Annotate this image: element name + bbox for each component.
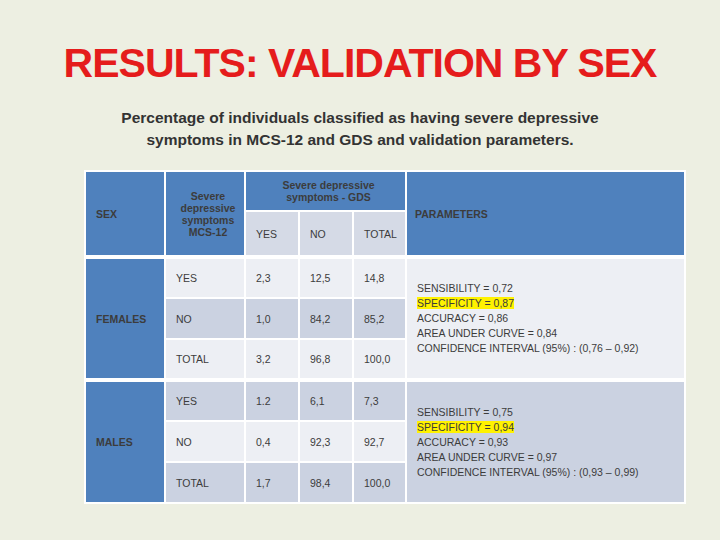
value-cell-total: 85,2	[353, 298, 406, 339]
results-table-container: SEX Severe depressive symptoms MCS-12 Se…	[84, 170, 686, 504]
value-cell-yes: 1.2	[245, 380, 299, 421]
row-label-cell: TOTAL	[165, 339, 245, 380]
row-label-cell: YES	[165, 257, 245, 298]
value-cell-yes: 3,2	[245, 339, 299, 380]
value-cell-yes: 1,7	[245, 462, 299, 503]
parameter-line-accuracy: ACCURACY = 0,93	[417, 435, 680, 450]
parameter-line-accuracy: ACCURACY = 0,86	[417, 311, 680, 326]
value-cell-yes: 1,0	[245, 298, 299, 339]
value-cell-total: 7,3	[353, 380, 406, 421]
females-parameters: SENSIBILITY = 0,72 SPECIFICITY = 0,87 AC…	[406, 257, 685, 380]
row-label-cell: NO	[165, 421, 245, 462]
row-label-cell: TOTAL	[165, 462, 245, 503]
value-cell-no: 12,5	[299, 257, 353, 298]
table-row-males-yes: MALES YES 1.2 6,1 7,3 SENSIBILITY = 0,75…	[85, 380, 685, 421]
subheader-no: NO	[299, 211, 353, 257]
value-cell-total: 92,7	[353, 421, 406, 462]
header-mcs12: Severe depressive symptoms MCS-12	[165, 171, 245, 257]
value-cell-no: 6,1	[299, 380, 353, 421]
value-cell-yes: 2,3	[245, 257, 299, 298]
value-cell-no: 84,2	[299, 298, 353, 339]
header-row-group: SEX Severe depressive symptoms MCS-12 Se…	[85, 171, 685, 211]
parameter-line-specificity: SPECIFICITY = 0,87	[417, 296, 680, 311]
slide: RESULTS: VALIDATION BY SEX Percentage of…	[0, 0, 720, 540]
parameter-line-specificity: SPECIFICITY = 0,94	[417, 420, 680, 435]
value-cell-total: 14,8	[353, 257, 406, 298]
specificity-highlight: SPECIFICITY = 0,94	[417, 421, 514, 433]
slide-subtitle: Percentage of individuals classified as …	[105, 107, 615, 152]
header-gds-group: Severe depressive symptoms - GDS	[245, 171, 406, 211]
results-table: SEX Severe depressive symptoms MCS-12 Se…	[84, 170, 686, 504]
parameter-line-sensibility: SENSIBILITY = 0,75	[417, 405, 680, 420]
value-cell-yes: 0,4	[245, 421, 299, 462]
row-label-cell: NO	[165, 298, 245, 339]
row-label-cell: YES	[165, 380, 245, 421]
value-cell-no: 92,3	[299, 421, 353, 462]
table-row-females-yes: FEMALES YES 2,3 12,5 14,8 SENSIBILITY = …	[85, 257, 685, 298]
parameter-line-auc: AREA UNDER CURVE = 0,84	[417, 326, 680, 341]
parameter-line-sensibility: SENSIBILITY = 0,72	[417, 281, 680, 296]
value-cell-no: 98,4	[299, 462, 353, 503]
specificity-highlight: SPECIFICITY = 0,87	[417, 297, 514, 309]
parameter-line-ci: CONFIDENCE INTERVAL (95%) : (0,76 – 0,92…	[417, 341, 680, 356]
subheader-total: TOTAL	[353, 211, 406, 257]
header-parameters: PARAMETERS	[406, 171, 685, 257]
header-sex: SEX	[85, 171, 165, 257]
males-parameters: SENSIBILITY = 0,75 SPECIFICITY = 0,94 AC…	[406, 380, 685, 503]
value-cell-total: 100,0	[353, 462, 406, 503]
value-cell-no: 96,8	[299, 339, 353, 380]
parameter-line-ci: CONFIDENCE INTERVAL (95%) : (0,93 – 0,99…	[417, 465, 680, 480]
value-cell-total: 100,0	[353, 339, 406, 380]
parameter-line-auc: AREA UNDER CURVE = 0,97	[417, 450, 680, 465]
page-title: RESULTS: VALIDATION BY SEX	[0, 40, 720, 87]
subheader-yes: YES	[245, 211, 299, 257]
males-section-label: MALES	[85, 380, 165, 503]
females-section-label: FEMALES	[85, 257, 165, 380]
